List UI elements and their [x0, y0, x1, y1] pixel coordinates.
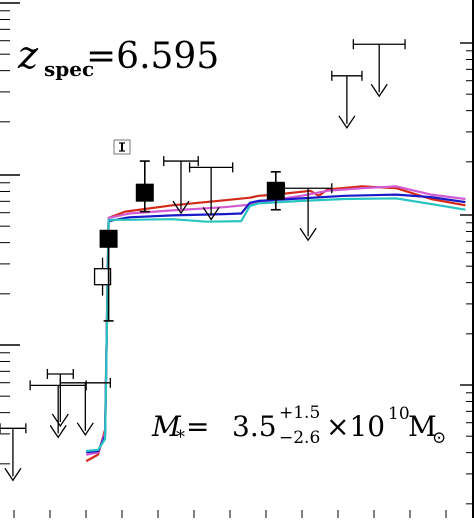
- sun-symbol: ⊙: [432, 428, 446, 448]
- redshift-value: =6.595: [86, 36, 219, 77]
- mass-error-plus: +1.5: [279, 403, 320, 423]
- spectrum-line-cyan: [86, 197, 466, 453]
- upper-limit-arrowhead: [370, 83, 388, 98]
- open-photometry-point: [93, 268, 112, 286]
- mass-exponent: 10: [388, 404, 410, 424]
- inset-marker-box: [113, 139, 131, 155]
- photometry-point: [266, 181, 285, 200]
- redshift-annotation: z spec =6.595: [17, 33, 219, 81]
- photometry-points: [93, 160, 285, 322]
- upper-limit-arrowhead: [49, 424, 67, 439]
- upper-limit-arrowhead: [4, 467, 22, 482]
- inset-marker: [113, 139, 131, 155]
- mass-star: *: [176, 427, 185, 448]
- upper-limit-arrowhead: [338, 115, 356, 129]
- model-spectra: [85, 185, 466, 463]
- left-axis-ticks: [0, 2, 20, 465]
- mass-times-ten: ×10: [326, 410, 385, 443]
- mass-equals: =: [186, 410, 209, 443]
- upper-limit-arrowhead: [299, 227, 317, 242]
- upper-limits: [0, 39, 406, 482]
- photometry-point: [135, 183, 154, 202]
- mass-unit: M: [408, 410, 437, 443]
- upper-limit-arrowhead: [76, 422, 94, 436]
- upper-limit-arrowhead: [51, 413, 69, 428]
- mass-error-minus: −2.6: [279, 428, 320, 448]
- bottom-axis-ticks: [13, 510, 447, 518]
- mass-symbol: M: [151, 410, 182, 443]
- photometry-point: [99, 229, 118, 248]
- stellar-mass-annotation: M * = 3.5 +1.5 −2.6 ×10 10 M ⊙: [151, 403, 446, 448]
- redshift-subscript: spec: [44, 57, 94, 81]
- mass-value: 3.5: [232, 410, 277, 443]
- upper-limit-arrowhead: [172, 200, 190, 215]
- upper-limit-arrowhead: [202, 207, 220, 221]
- right-axis-ticks: [460, 42, 474, 505]
- redshift-z: z: [17, 33, 39, 77]
